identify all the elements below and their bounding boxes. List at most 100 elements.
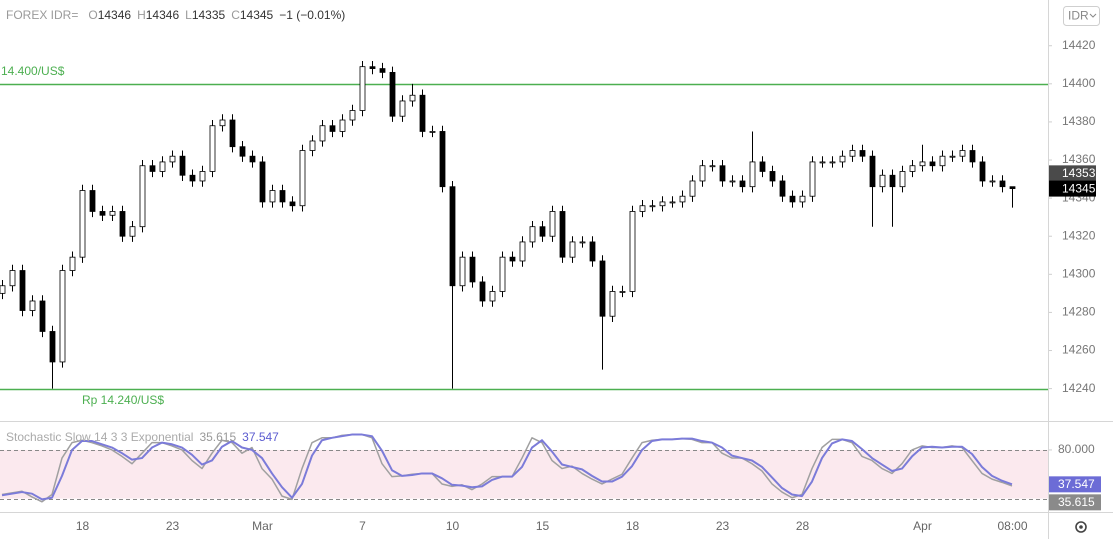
candle-body xyxy=(979,161,986,182)
currency-caret[interactable] xyxy=(1089,13,1097,18)
candle-body xyxy=(59,270,66,363)
y-tick-label: 14360 xyxy=(1062,152,1096,166)
currency-label[interactable]: IDR xyxy=(1068,9,1089,23)
candle-body xyxy=(939,155,946,167)
candle-body xyxy=(639,205,646,212)
candle-body xyxy=(819,161,826,164)
candle-body xyxy=(369,66,376,69)
candle-body xyxy=(149,165,156,172)
candle-body xyxy=(429,131,436,133)
ohlc-value: 14335 xyxy=(192,8,226,22)
candle-body xyxy=(579,241,586,244)
candle-body xyxy=(479,281,486,302)
candle-body xyxy=(1009,186,1016,189)
x-tick-label: 10 xyxy=(446,519,460,533)
candle-body xyxy=(309,140,316,151)
candle-body xyxy=(919,161,926,167)
last-value-box xyxy=(1049,476,1101,493)
price-label: 14345 xyxy=(1062,181,1096,195)
candle-body xyxy=(739,180,746,188)
change: −1 (−0.01%) xyxy=(279,8,345,22)
candle-body xyxy=(99,211,106,216)
candle-body xyxy=(809,161,816,197)
candle-body xyxy=(179,155,186,176)
price-label: 14353 xyxy=(1062,166,1096,180)
candle-body xyxy=(249,155,256,163)
candle-body xyxy=(779,180,786,197)
gear-icon[interactable] xyxy=(1075,521,1087,533)
candle-body xyxy=(199,171,206,182)
x-tick-label: 08:00 xyxy=(997,519,1027,533)
candle-body xyxy=(169,155,176,163)
candle-body xyxy=(679,195,686,203)
x-tick-label: 18 xyxy=(626,519,640,533)
candle-body xyxy=(79,190,86,258)
candle-body xyxy=(799,195,806,203)
x-tick-label: Apr xyxy=(913,519,932,533)
y-tick-label: 14420 xyxy=(1062,38,1096,52)
candle-body xyxy=(829,161,836,164)
candle-body xyxy=(529,226,536,243)
indicator-line xyxy=(1,433,1013,501)
candle-body xyxy=(139,165,146,228)
y-tick-label: 14260 xyxy=(1062,343,1096,357)
candle-body xyxy=(29,300,36,311)
ohlc-value: 14346 xyxy=(146,8,180,22)
candle-body xyxy=(379,68,386,73)
candle-body xyxy=(719,165,726,182)
candle-body xyxy=(469,256,476,283)
ohlc-label: C xyxy=(231,8,240,22)
ohlc-label: H xyxy=(137,8,146,22)
settings-button[interactable] xyxy=(1075,521,1087,533)
gear-center[interactable] xyxy=(1079,525,1083,529)
candle-body xyxy=(849,150,856,157)
candle-body xyxy=(389,71,396,117)
candle-body xyxy=(569,241,576,258)
candle-body xyxy=(859,150,866,157)
candle-body xyxy=(89,190,96,212)
indicator-legend: Stochastic Slow 14 3 3 Exponential 35.615… xyxy=(6,430,279,444)
candle-body xyxy=(649,205,656,208)
x-tick-label: 23 xyxy=(166,519,180,533)
candle-body xyxy=(449,186,456,287)
candle-body xyxy=(589,241,596,262)
candle-body xyxy=(609,291,616,317)
x-tick-label: 15 xyxy=(536,519,550,533)
currency-button-frame[interactable] xyxy=(1063,6,1100,26)
ohlc-label: O xyxy=(88,8,97,22)
grid-layer: 1424014260142801430014320143401436014380… xyxy=(0,38,1096,533)
candle-body xyxy=(909,165,916,172)
candle-body xyxy=(959,150,966,157)
candle-body xyxy=(759,161,766,172)
line-label: Rp 14.240/US$ xyxy=(82,393,164,407)
candle-body xyxy=(669,201,676,204)
y-tick-label: 14280 xyxy=(1062,305,1096,319)
candle-body xyxy=(509,256,516,262)
ohlc-label: L xyxy=(185,8,192,22)
y-tick-label: 80.000 xyxy=(1058,442,1095,456)
indicator-value: 37.547 xyxy=(242,430,279,444)
candle-body xyxy=(879,174,886,188)
last-value-box xyxy=(1049,494,1101,511)
candle-body xyxy=(519,241,526,262)
candle-body xyxy=(9,270,16,287)
candle-body xyxy=(899,171,906,188)
candle-body xyxy=(889,174,896,188)
last-value-label: 37.547 xyxy=(1058,477,1095,491)
last-value-label: 35.615 xyxy=(1058,495,1095,509)
x-tick-label: 23 xyxy=(716,519,730,533)
candle-body xyxy=(229,119,236,148)
candle-body xyxy=(659,201,666,207)
candle-body xyxy=(239,146,246,157)
candle-body xyxy=(419,94,426,132)
candle-body xyxy=(699,165,706,182)
candle-body xyxy=(269,190,276,203)
candle-body xyxy=(499,256,506,292)
y-tick-label: 14240 xyxy=(1062,381,1096,395)
symbol: FOREX IDR= xyxy=(6,8,78,22)
currency-button[interactable]: IDR xyxy=(1063,6,1100,26)
candle-body xyxy=(39,300,46,332)
candle-body xyxy=(119,211,126,237)
y-tick-label: 14300 xyxy=(1062,266,1096,280)
